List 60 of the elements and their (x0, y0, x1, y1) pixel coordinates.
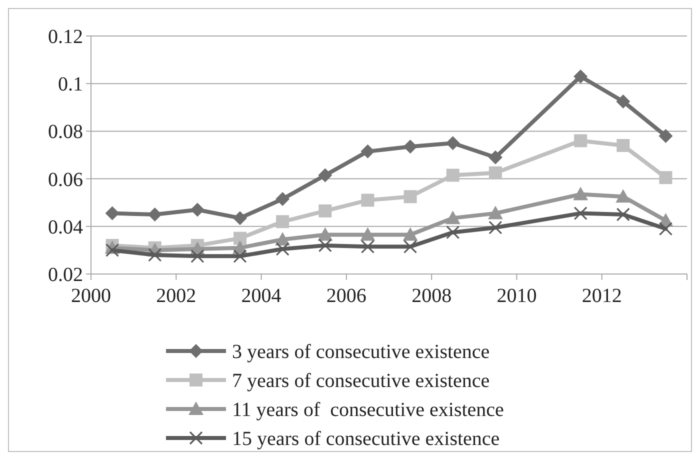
y-tick-label: 0.08 (48, 121, 83, 144)
x-tick-label: 2004 (241, 285, 282, 307)
point (574, 134, 588, 148)
point (616, 189, 631, 203)
x-tick-label: 2000 (71, 285, 111, 307)
point (233, 211, 247, 226)
legend-label: 7 years of consecutive existence (232, 370, 490, 392)
legend-label: 15 years of consecutive existence (232, 428, 500, 450)
y-tick-label: 0.1 (58, 74, 83, 96)
point (488, 150, 502, 164)
point (276, 192, 290, 206)
x-tick-label: 2002 (156, 285, 196, 307)
y-tick-label: 0.12 (48, 26, 83, 48)
legend-label: 3 years of consecutive existence (232, 341, 490, 363)
x-tick-label: 2012 (582, 285, 622, 307)
point (318, 227, 333, 241)
point (402, 227, 418, 241)
point (403, 140, 418, 154)
point (361, 194, 374, 207)
point (318, 168, 332, 182)
point (658, 222, 673, 236)
point (446, 136, 460, 150)
point (360, 144, 375, 158)
point (190, 249, 204, 263)
point (446, 226, 460, 240)
point (616, 94, 630, 108)
x-tick-label: 2010 (496, 285, 537, 307)
point (148, 248, 162, 262)
point (488, 166, 502, 180)
point (105, 243, 120, 257)
point (445, 210, 460, 224)
point (105, 206, 120, 220)
y-tick-label: 0.02 (48, 264, 83, 286)
point (360, 227, 376, 241)
point (616, 208, 630, 222)
point (403, 240, 418, 254)
point (488, 206, 503, 220)
point (318, 204, 332, 218)
y-tick-label: 0.04 (48, 216, 83, 238)
point (616, 138, 630, 152)
point (404, 190, 417, 204)
point (574, 69, 588, 84)
x-tick-label: 2008 (412, 285, 452, 307)
point (190, 202, 204, 217)
point (574, 206, 588, 220)
y-tick-label: 0.06 (48, 168, 83, 191)
point (233, 249, 247, 263)
point (360, 240, 375, 254)
point (488, 220, 502, 234)
point (658, 128, 673, 143)
point (446, 168, 460, 182)
point (276, 215, 290, 228)
point (276, 242, 290, 256)
point (148, 208, 162, 222)
x-tick-label: 2006 (326, 285, 366, 307)
point (573, 186, 588, 200)
legend-label: 11 years of consecutive existence (232, 399, 504, 421)
point (659, 171, 672, 184)
point (318, 238, 332, 252)
point (234, 232, 246, 245)
